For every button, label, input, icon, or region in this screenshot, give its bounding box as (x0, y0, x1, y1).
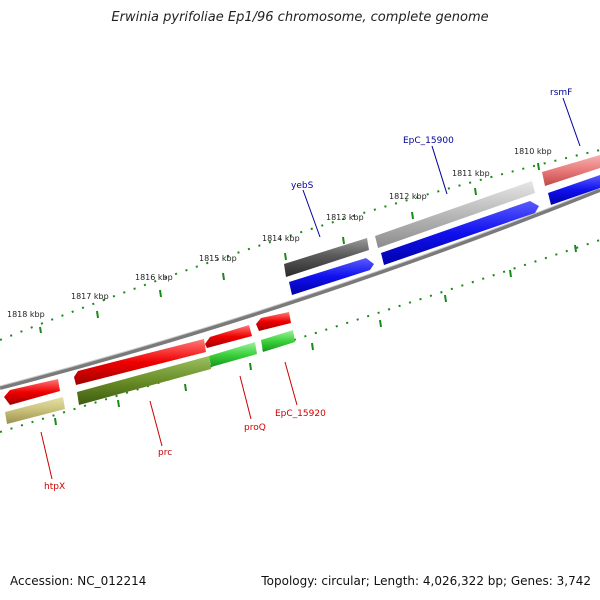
gene-htpX[interactable] (4, 379, 60, 405)
tick-label-1815: 1815 kbp (199, 254, 237, 263)
gene-label-rsmF: rsmF (550, 88, 572, 98)
tick-label-1810: 1810 kbp (514, 147, 552, 156)
cds-EpC_15920[interactable] (261, 330, 295, 352)
kbp-labels: 1818 kbp 1817 kbp 1816 kbp 1815 kbp 1814… (7, 147, 552, 319)
tick-label-1811: 1811 kbp (452, 169, 490, 178)
gene-yebS[interactable] (284, 238, 369, 277)
tick-label-1813: 1813 kbp (326, 213, 364, 222)
tick-label-1812: 1812 kbp (389, 192, 427, 201)
cds-prc[interactable] (77, 356, 211, 405)
label-leaders (40, 97, 581, 480)
gene-proQ[interactable] (205, 325, 252, 348)
cds-EpC_15900[interactable] (381, 201, 539, 265)
cds-yebS[interactable] (289, 258, 374, 295)
gene-rsmF[interactable] (542, 155, 600, 186)
gene-label-proQ: proQ (244, 423, 266, 433)
chromosome-backbone (0, 188, 600, 390)
tick-label-1818: 1818 kbp (7, 310, 45, 319)
gene-EpC_15900[interactable] (375, 181, 535, 248)
accession-text: Accession: NC_012214 (10, 574, 147, 588)
gene-prc[interactable] (74, 339, 206, 385)
map-title: Erwinia pyrifoliae Ep1/96 chromosome, co… (111, 10, 489, 25)
tick-label-1817: 1817 kbp (71, 292, 109, 301)
genome-summary: Topology: circular; Length: 4,026,322 bp… (261, 574, 591, 588)
gene-label-htpX: htpX (44, 482, 65, 492)
major-tick (39, 162, 540, 334)
tick-label-1814: 1814 kbp (262, 234, 300, 243)
gene-EpC_15920[interactable] (256, 312, 291, 331)
gene-label-prc: prc (158, 448, 172, 458)
gene-label-EpC_15900: EpC_15900 (403, 136, 454, 146)
outer-scale-ticks (0, 149, 600, 341)
cds-rsmF[interactable] (548, 175, 600, 205)
cds-proQ[interactable] (209, 342, 257, 367)
gene-label-EpC_15920: EpC_15920 (275, 409, 326, 419)
forward-genes (284, 155, 600, 295)
tick-label-1816: 1816 kbp (135, 273, 173, 282)
cds-htpX[interactable] (5, 397, 65, 424)
gene-label-yebS: yebS (291, 181, 314, 191)
gene-labels: rsmF EpC_15900 yebS htpX prc proQ EpC_15… (44, 88, 572, 492)
inner-scale-ticks (0, 239, 600, 433)
reverse-genes (4, 312, 295, 424)
